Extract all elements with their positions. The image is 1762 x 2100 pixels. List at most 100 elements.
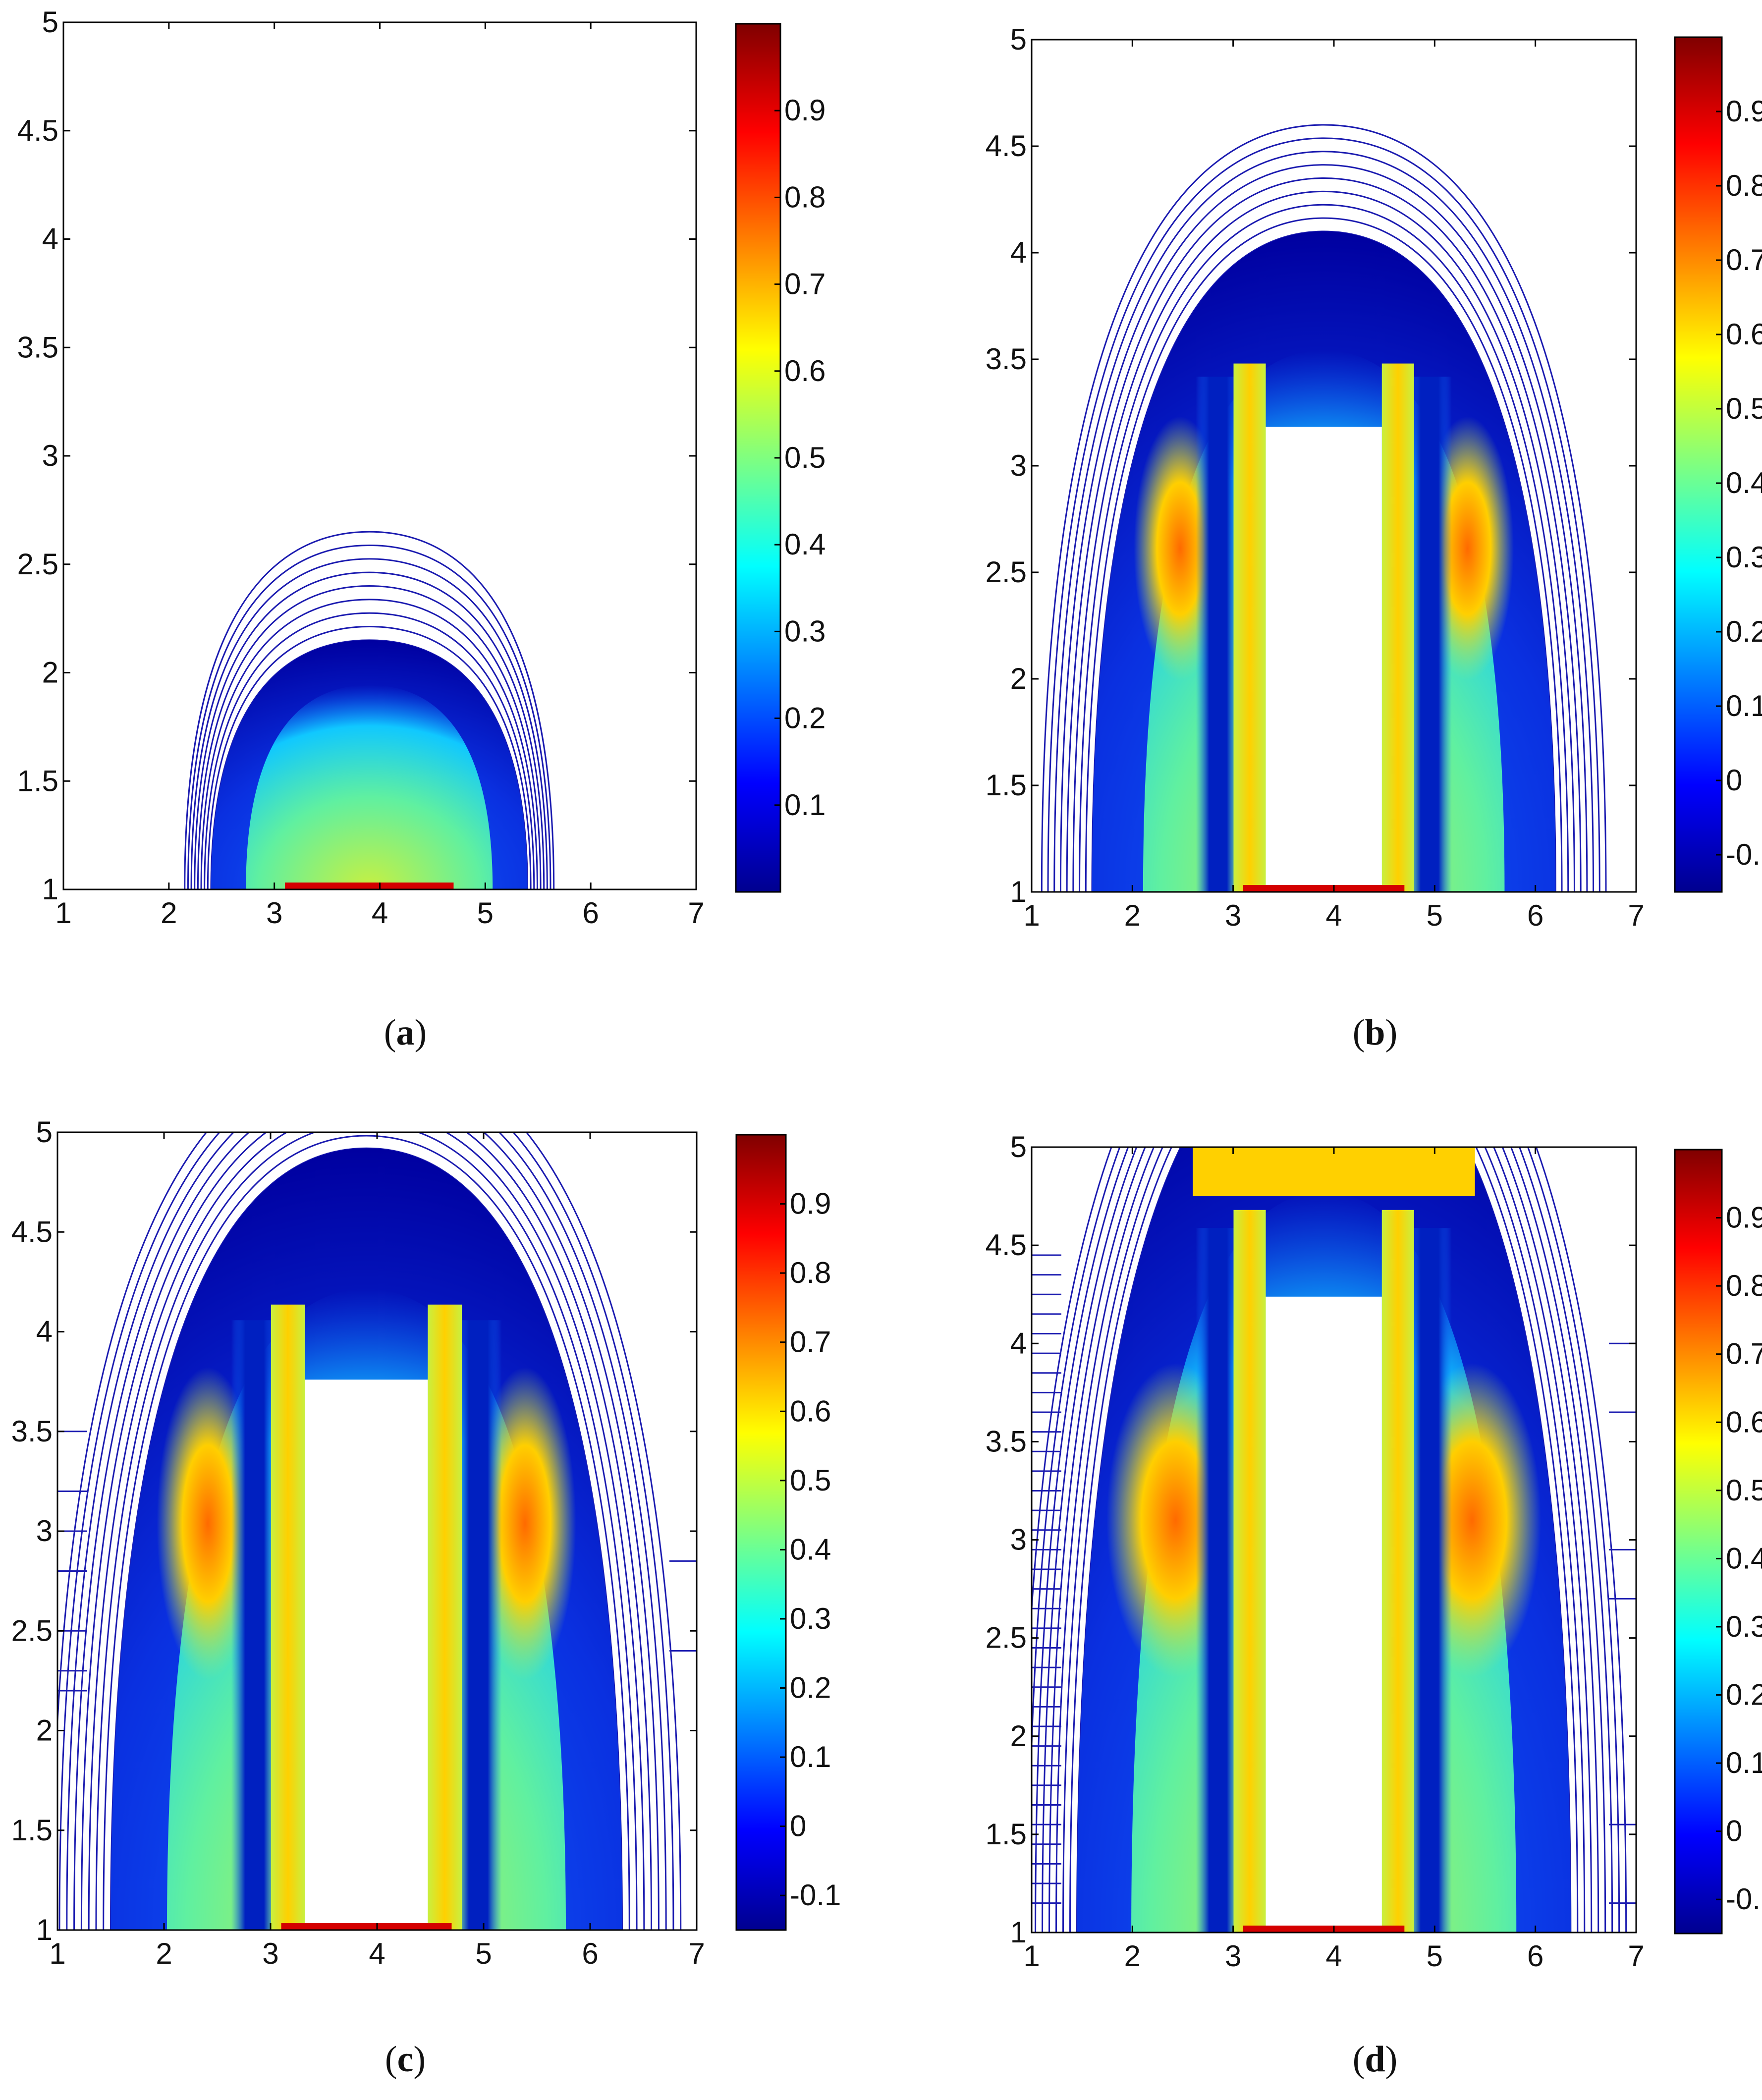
contour-line (200, 599, 538, 889)
x-tick-label: 2 (156, 1937, 172, 1970)
y-tick-label: 2.5 (11, 1614, 53, 1647)
colorbar-tick-label: 0.3 (784, 614, 826, 648)
colorbar-tick-label: 0.8 (1726, 169, 1762, 202)
colorbar-tick-label: 0.6 (784, 354, 826, 387)
empty-core (1266, 1296, 1382, 1933)
y-tick-label: 4 (36, 1315, 53, 1348)
panel-c: 1 2 3 4 5 6 7 1 1.5 2 2.5 3 3.5 4 4.5 5 -0.1 0 0.1 0.2 0.3 0.… (11, 1115, 841, 2080)
caption-letter: b (1365, 1012, 1385, 1053)
x-tick-label: 3 (266, 896, 282, 930)
colorbar-tick-label: 0.3 (1726, 1610, 1762, 1643)
low-value-band (454, 1320, 502, 1930)
panel-caption: (b) (1353, 1012, 1397, 1053)
caption-letter: a (396, 1012, 415, 1053)
colorbar-tick-label: 0.7 (1726, 243, 1762, 276)
colorbar-tick-label: 0.7 (790, 1326, 831, 1359)
colorbar-tick-label: 0.2 (784, 702, 826, 735)
x-tick-label: 2 (1124, 1939, 1141, 1973)
x-tick-label: 6 (582, 1937, 598, 1970)
contour-line (194, 571, 545, 889)
colorbar-tick-label: 0.3 (790, 1602, 831, 1635)
caption-paren: ) (1385, 1012, 1398, 1053)
y-tick-label: 1.5 (986, 1818, 1027, 1851)
x-tick-label: 1 (55, 896, 71, 930)
colorbar-tick-label: -0.1 (1726, 838, 1762, 871)
contour-line (197, 585, 542, 889)
colorbar-tick-label: 0.9 (1726, 95, 1762, 128)
x-tick-label: 4 (1325, 899, 1342, 932)
x-tick-label: 5 (1427, 1939, 1443, 1973)
y-tick-label: 3.5 (17, 331, 58, 364)
caption-letter: d (1365, 2039, 1385, 2080)
y-tick-label: 3 (1010, 449, 1027, 482)
contour-line (207, 626, 532, 889)
y-tick-label: 5 (42, 5, 58, 39)
contour-line (1066, 177, 1582, 892)
y-tick-label: 4.5 (11, 1215, 53, 1248)
contour-line (1062, 1147, 1586, 1933)
x-tick-label: 4 (1325, 1939, 1342, 1973)
caption-paren: ) (413, 2039, 426, 2080)
y-tick-label: 1.5 (986, 769, 1027, 802)
contour-line (1085, 217, 1563, 892)
x-tick-label: 6 (1527, 899, 1543, 932)
contour-line (204, 612, 535, 889)
wall-left (1233, 363, 1266, 892)
contour-line (184, 531, 555, 889)
y-tick-label: 4.5 (17, 114, 58, 147)
colorbar-tick-label: 0.4 (784, 528, 826, 561)
wall-right (1381, 363, 1414, 892)
y-tick-label: 2.5 (986, 1621, 1027, 1655)
contour-line (1047, 137, 1600, 892)
y-tick-label: 2 (1010, 662, 1027, 695)
x-tick-label: 3 (1225, 899, 1241, 932)
colorbar-tick-label: 0.2 (1726, 615, 1762, 648)
x-tick-label: 7 (688, 896, 704, 930)
colorbar-tick-label: 0.1 (1726, 689, 1762, 722)
contour-line (66, 1132, 667, 1930)
colorbar-tick-label: 0.3 (1726, 541, 1762, 574)
contour-line (73, 1132, 660, 1930)
low-value-band (1196, 377, 1240, 892)
contour-line (1059, 164, 1588, 892)
panel-b: 1 2 3 4 5 6 7 1 1.5 2 2.5 3 3.5 4 4.5 5 -0.1 0 0.1 0.2 0.3 0.… (986, 23, 1762, 1053)
y-tick-label: 2 (36, 1714, 53, 1747)
plume-inner (246, 685, 493, 889)
colorbar-tick-label: -0.1 (790, 1879, 841, 1912)
panel-d: 1 2 3 4 5 6 7 1 1.5 2 2.5 3 3.5 4 4.5 5 -0.1 0 0.1 0.2 0.3 0.… (986, 1130, 1762, 2080)
contour-line (58, 1132, 674, 1930)
colorbar-tick-label: 0.2 (1726, 1678, 1762, 1712)
colorbar-tick-label: 0.4 (1726, 1542, 1762, 1575)
contour-line (1053, 151, 1595, 892)
contour-line (187, 544, 551, 889)
source-line (1243, 885, 1405, 892)
x-tick-label: 6 (582, 896, 599, 930)
caption-paren: ( (385, 2039, 397, 2080)
source-line (284, 883, 454, 889)
low-value-band (1407, 377, 1452, 892)
contour-line (1069, 1147, 1579, 1933)
plot-area (1041, 124, 1607, 892)
plot-area (1032, 1147, 1636, 1933)
wall-right (1381, 1210, 1414, 1933)
caption-paren: ( (1353, 1012, 1365, 1053)
y-tick-label: 4 (1010, 236, 1027, 269)
y-tick-label: 1 (36, 1913, 53, 1946)
colorbar-tick-label: 0.1 (790, 1740, 831, 1773)
x-tick-label: 7 (1628, 899, 1644, 932)
contour-line (1079, 204, 1569, 892)
y-tick-label: 5 (1010, 23, 1027, 56)
y-tick-label: 5 (36, 1115, 53, 1149)
colorbar-tick-label: 0.8 (1726, 1269, 1762, 1302)
low-value-band (231, 1320, 278, 1930)
x-tick-label: 4 (372, 896, 388, 930)
source-line (281, 1923, 452, 1930)
wall-left (1233, 1210, 1266, 1933)
y-tick-label: 4 (1010, 1326, 1027, 1360)
panel-a: 1 2 3 4 5 6 7 1 1.5 2 2.5 3 3.5 4 4.5 5 0.1 0.2 0.3 0.4 0.5 0… (17, 5, 826, 1053)
top-band (1193, 1147, 1475, 1197)
y-tick-label: 3 (1010, 1523, 1027, 1556)
caption-paren: ( (1353, 2039, 1365, 2080)
contour-line (57, 1132, 682, 1930)
